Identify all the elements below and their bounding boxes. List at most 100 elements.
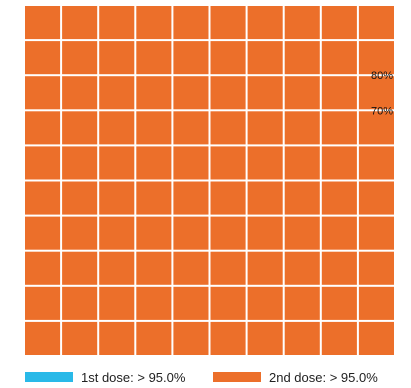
- waffle-cell: [358, 146, 394, 180]
- waffle-cell: [173, 321, 209, 355]
- waffle-cell: [284, 111, 320, 145]
- legend-item-first-dose: 1st dose: > 95.0%: [25, 367, 185, 387]
- waffle-cell: [136, 111, 172, 145]
- waffle-cell: [136, 41, 172, 75]
- waffle-cell: [173, 181, 209, 215]
- waffle-cell: [321, 181, 357, 215]
- waffle-cell: [173, 6, 209, 40]
- waffle-cell: [136, 286, 172, 320]
- waffle-cell: [62, 6, 98, 40]
- waffle-cell: [173, 251, 209, 285]
- waffle-cell: [247, 76, 283, 110]
- waffle-cell: [173, 111, 209, 145]
- waffle-cell: [25, 6, 61, 40]
- waffle-cell: [210, 286, 246, 320]
- waffle-cell: [136, 321, 172, 355]
- waffle-cell: [210, 321, 246, 355]
- waffle-cell: [358, 181, 394, 215]
- waffle-cell: [136, 146, 172, 180]
- waffle-cell: [173, 41, 209, 75]
- waffle-cell: [136, 181, 172, 215]
- waffle-cell: [321, 286, 357, 320]
- legend-item-second-dose: 2nd dose: > 95.0%: [213, 367, 378, 387]
- waffle-cell: [284, 216, 320, 250]
- waffle-cell: [25, 216, 61, 250]
- waffle-cell: [358, 216, 394, 250]
- waffle-cell: [173, 286, 209, 320]
- waffle-cell: [62, 321, 98, 355]
- waffle-cell: [247, 321, 283, 355]
- legend-label-first-dose: 1st dose: > 95.0%: [81, 369, 186, 385]
- legend-label-second-dose: 2nd dose: > 95.0%: [269, 369, 378, 385]
- waffle-cell: [284, 146, 320, 180]
- waffle-cell: [62, 286, 98, 320]
- waffle-cell: [62, 76, 98, 110]
- waffle-cell: [99, 41, 135, 75]
- waffle-cell: [25, 251, 61, 285]
- waffle-cell: [247, 181, 283, 215]
- waffle-cell: [284, 41, 320, 75]
- waffle-cell: [25, 76, 61, 110]
- waffle-cell: [247, 286, 283, 320]
- waffle-cell: [358, 111, 394, 145]
- waffle-cell: [173, 76, 209, 110]
- waffle-cell: [210, 41, 246, 75]
- waffle-cell: [62, 181, 98, 215]
- waffle-cell: [247, 41, 283, 75]
- legend: 1st dose: > 95.0% 2nd dose: > 95.0%: [0, 367, 411, 387]
- waffle-cell: [99, 251, 135, 285]
- waffle-annotations: 80% 70%: [371, 70, 393, 117]
- waffle-cell: [25, 111, 61, 145]
- waffle-cell: [62, 216, 98, 250]
- waffle-cell: [62, 251, 98, 285]
- waffle-cells: [24, 5, 395, 356]
- waffle-cell: [99, 111, 135, 145]
- waffle-cell: [62, 146, 98, 180]
- waffle-cell: [173, 216, 209, 250]
- waffle-cell: [99, 286, 135, 320]
- waffle-cell: [210, 6, 246, 40]
- waffle-cell: [358, 41, 394, 75]
- waffle-cell: [284, 251, 320, 285]
- waffle-cell: [25, 41, 61, 75]
- waffle-cell: [173, 146, 209, 180]
- waffle-cell: [358, 286, 394, 320]
- legend-swatch-second-dose: [213, 372, 261, 382]
- waffle-cell: [210, 76, 246, 110]
- waffle-cell: [321, 321, 357, 355]
- waffle-cell: [284, 6, 320, 40]
- threshold-label: 70%: [371, 105, 393, 117]
- waffle-cell: [284, 321, 320, 355]
- waffle-cell: [321, 251, 357, 285]
- threshold-label: 80%: [371, 70, 393, 82]
- waffle-cell: [99, 216, 135, 250]
- waffle-cell: [358, 321, 394, 355]
- waffle-cell: [210, 111, 246, 145]
- waffle-cell: [284, 286, 320, 320]
- waffle-cell: [25, 286, 61, 320]
- waffle-cell: [25, 321, 61, 355]
- waffle-cell: [321, 6, 357, 40]
- waffle-cell: [99, 6, 135, 40]
- waffle-cell: [321, 111, 357, 145]
- waffle-cell: [247, 146, 283, 180]
- waffle-cell: [25, 146, 61, 180]
- waffle-cell: [321, 146, 357, 180]
- waffle-cell: [321, 41, 357, 75]
- legend-swatch-first-dose: [25, 372, 73, 382]
- waffle-cell: [210, 181, 246, 215]
- waffle-cell: [136, 6, 172, 40]
- waffle-cell: [210, 146, 246, 180]
- waffle-cell: [62, 41, 98, 75]
- waffle-cell: [358, 76, 394, 110]
- waffle-cell: [284, 181, 320, 215]
- waffle-cell: [99, 181, 135, 215]
- waffle-cell: [136, 216, 172, 250]
- waffle-cell: [358, 6, 394, 40]
- waffle-cell: [210, 251, 246, 285]
- waffle-cell: [358, 251, 394, 285]
- waffle-cell: [25, 181, 61, 215]
- waffle-cell: [136, 76, 172, 110]
- waffle-cell: [247, 6, 283, 40]
